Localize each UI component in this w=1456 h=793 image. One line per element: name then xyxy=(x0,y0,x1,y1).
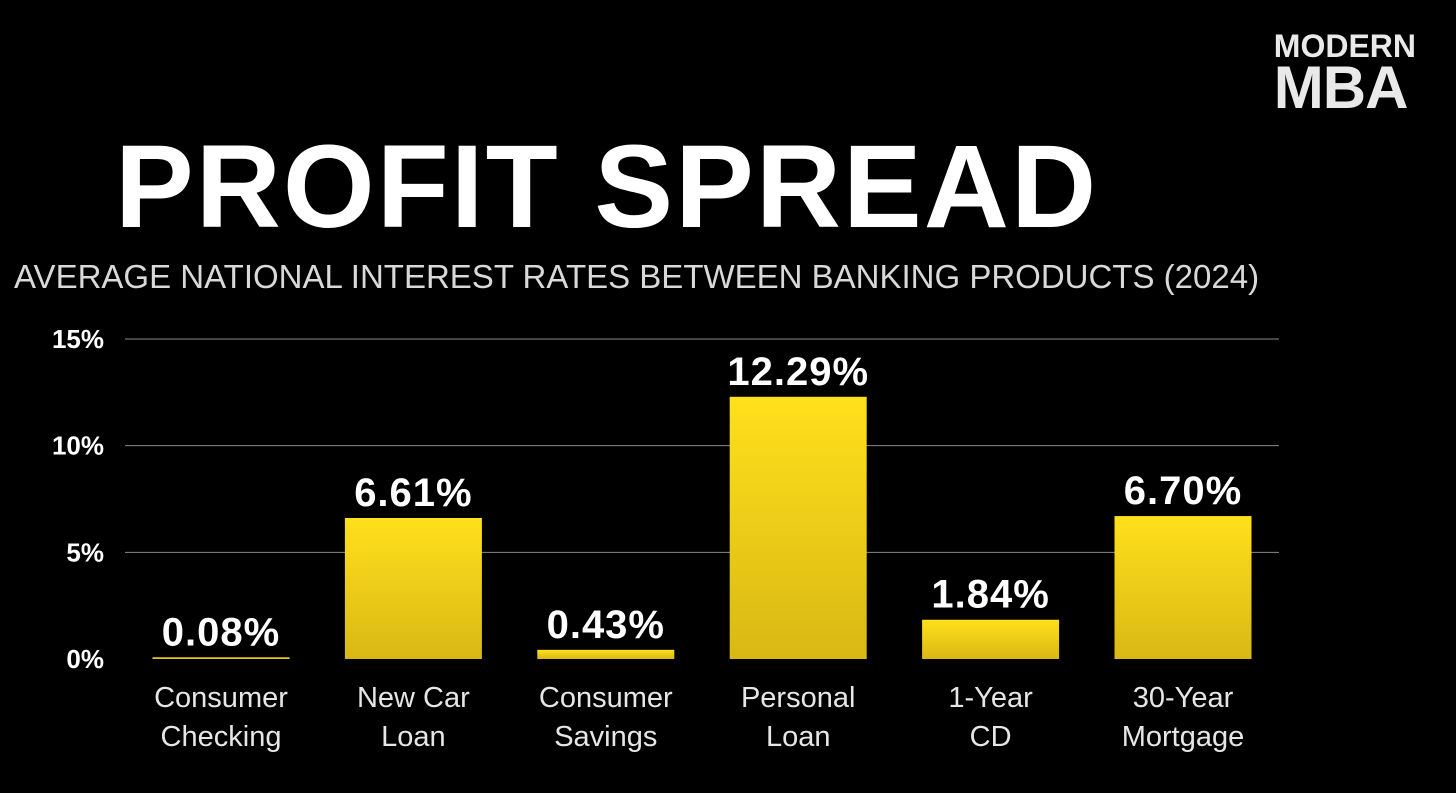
bar xyxy=(152,657,290,659)
bar xyxy=(729,396,867,659)
bar xyxy=(344,517,482,659)
category-label: Savings xyxy=(554,721,657,753)
category-label: CD xyxy=(970,721,1012,753)
y-tick-label: 0% xyxy=(66,644,104,674)
y-tick-label: 15% xyxy=(52,324,104,354)
logo-line-1: MODERN xyxy=(1273,28,1416,64)
y-tick-label: 5% xyxy=(66,537,104,567)
chart-subtitle: AVERAGE NATIONAL INTEREST RATES BETWEEN … xyxy=(14,258,1260,295)
bar-value-label: 0.08% xyxy=(162,610,280,654)
category-label: Mortgage xyxy=(1122,721,1245,753)
gridlines xyxy=(125,338,1279,553)
category-label: New Car xyxy=(357,682,470,714)
y-tick-label: 10% xyxy=(52,431,104,461)
category-label: 30-Year xyxy=(1133,682,1234,714)
y-axis-ticks: 0% 5% 10% 15% xyxy=(52,324,104,674)
value-labels: 0.08% 6.61% 0.43% 12.29% 1.84% 6.70% xyxy=(162,350,1242,654)
chart-title: PROFIT SPREAD xyxy=(115,121,1099,253)
bar-value-label: 6.70% xyxy=(1124,469,1242,513)
category-labels: Consumer Checking New Car Loan Consumer Savin… xyxy=(154,682,1244,753)
category-label: Checking xyxy=(161,721,282,753)
bar xyxy=(922,619,1060,659)
category-label: Consumer xyxy=(539,682,673,714)
category-label: Loan xyxy=(381,721,446,753)
bar xyxy=(1114,516,1252,659)
category-label: Loan xyxy=(766,721,831,753)
bars xyxy=(152,396,1252,659)
bar-value-label: 0.43% xyxy=(547,603,665,647)
bar xyxy=(537,649,675,659)
category-label: Consumer xyxy=(154,682,288,714)
bar-value-label: 6.61% xyxy=(354,471,472,515)
logo-line-2: MBA xyxy=(1273,54,1409,121)
category-label: 1-Year xyxy=(948,682,1033,714)
bar-value-label: 1.84% xyxy=(931,573,1049,617)
bar-value-label: 12.29% xyxy=(727,350,869,394)
modern-mba-logo: MODERN MBA xyxy=(1274,30,1416,118)
category-label: Personal xyxy=(741,682,855,714)
